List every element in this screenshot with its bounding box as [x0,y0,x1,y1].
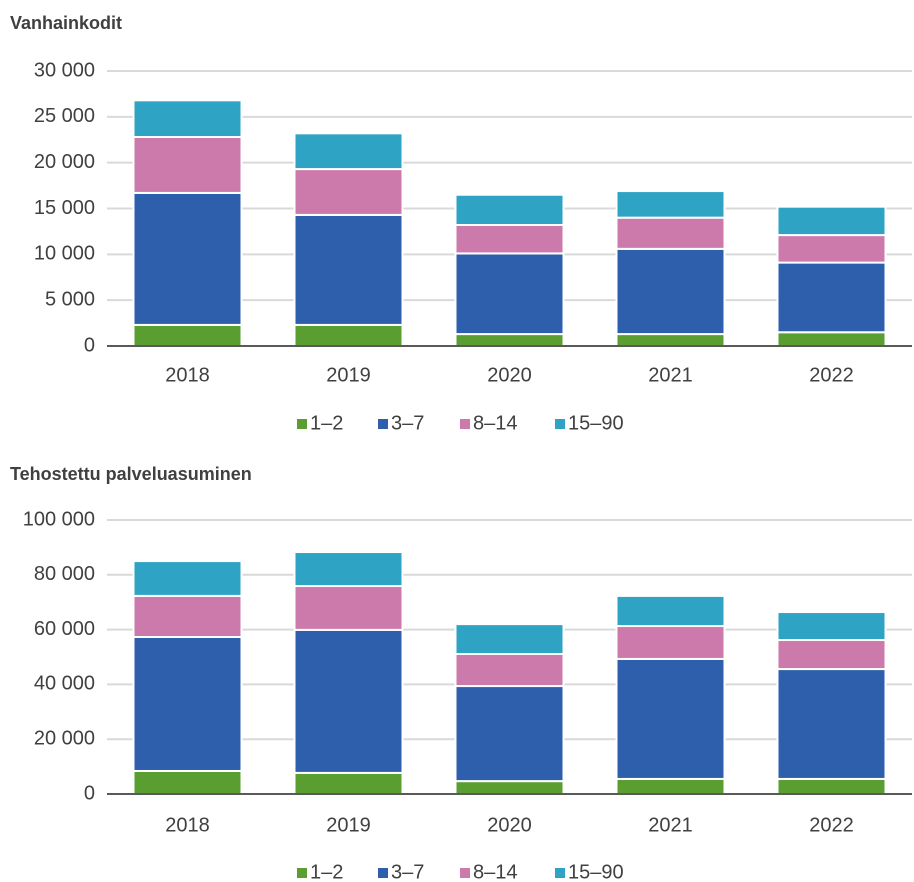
bar-segment [132,323,243,347]
bar-segment [776,331,887,347]
bar-segment [615,777,726,795]
x-tick-label: 2022 [809,814,854,836]
bar-segment [776,639,887,671]
bar-segment [293,323,404,347]
x-tick-label: 2022 [809,364,854,386]
legend-swatch [378,868,388,878]
x-tick-label: 2019 [326,814,371,836]
y-tick-label: 25 000 [34,105,95,127]
bar-segment [776,261,887,334]
bar-segment [132,769,243,796]
legend-label: 8–14 [473,412,518,434]
x-tick-label: 2021 [648,364,693,386]
bar-segment [776,205,887,237]
legend-swatch [460,868,470,878]
legend-label: 3–7 [391,412,424,434]
y-tick-label: 15 000 [34,197,95,219]
bar-segment [615,216,726,250]
bar-segment [776,668,887,780]
bar-segment [293,132,404,171]
bar-segment [454,333,565,348]
legend-swatch [297,419,307,429]
bar-segment [293,213,404,326]
y-tick-label: 0 [84,782,95,804]
y-tick-label: 60 000 [34,618,95,640]
bar-segment [132,136,243,194]
bar-segment [615,333,726,348]
chart-title: Tehostettu palveluasuminen [10,464,252,484]
y-tick-label: 20 000 [34,151,95,173]
bar-segment [454,780,565,796]
bar-segment [132,594,243,638]
x-tick-label: 2019 [326,364,371,386]
y-tick-label: 40 000 [34,673,95,695]
bar-segment [615,625,726,660]
bar-segment [615,657,726,780]
y-tick-label: 30 000 [34,59,95,81]
legend-label: 1–2 [310,412,343,434]
legend-label: 3–7 [391,861,424,882]
bar-segment [454,252,565,336]
legend-swatch [460,419,470,429]
bar-segment [132,99,243,139]
x-tick-label: 2018 [165,814,210,836]
y-tick-label: 5 000 [45,288,95,310]
legend-swatch [297,868,307,878]
bar-segment [454,685,565,783]
bar-segment [132,635,243,772]
legend-swatch [555,868,565,878]
x-tick-label: 2018 [165,364,210,386]
bar-segment [776,611,887,642]
bar-segment [615,190,726,219]
bar-segment [454,623,565,655]
legend-swatch [555,419,565,429]
x-tick-label: 2020 [487,814,532,836]
y-tick-label: 10 000 [34,243,95,265]
bar-segment [454,224,565,255]
y-tick-label: 100 000 [23,508,95,530]
bar-segment [293,628,404,774]
x-tick-label: 2020 [487,364,532,386]
bar-segment [132,560,243,597]
bar-segment [293,168,404,216]
x-tick-label: 2021 [648,814,693,836]
legend-label: 15–90 [568,861,624,882]
bar-segment [293,551,404,588]
bar-segment [776,234,887,264]
legend-label: 8–14 [473,861,518,882]
bar-segment [293,771,404,795]
legend-label: 15–90 [568,412,624,434]
y-tick-label: 20 000 [34,727,95,749]
chart-title: Vanhainkodit [10,13,122,33]
bar-segment [776,777,887,795]
bar-segment [615,594,726,628]
bar-segment [615,247,726,336]
legend-swatch [378,419,388,429]
bar-segment [454,193,565,226]
y-tick-label: 0 [84,334,95,356]
bar-segment [293,585,404,631]
y-tick-label: 80 000 [34,563,95,585]
bar-segment [132,191,243,326]
legend-label: 1–2 [310,861,343,882]
bar-segment [454,652,565,688]
